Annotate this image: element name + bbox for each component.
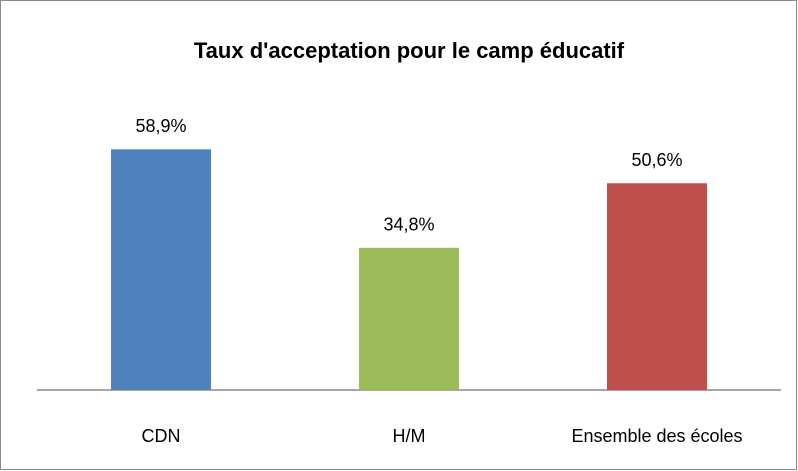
chart-title: Taux d'acceptation pour le camp éducatif — [194, 38, 625, 63]
data-label: 50,6% — [631, 150, 682, 170]
bar — [359, 247, 459, 390]
bar — [607, 183, 707, 390]
x-tick-label: H/M — [393, 426, 426, 446]
data-label: 58,9% — [135, 116, 186, 136]
x-tick-label: Ensemble des écoles — [571, 426, 742, 446]
bar — [111, 149, 211, 390]
x-tick-label: CDN — [142, 426, 181, 446]
data-label: 34,8% — [383, 215, 434, 235]
